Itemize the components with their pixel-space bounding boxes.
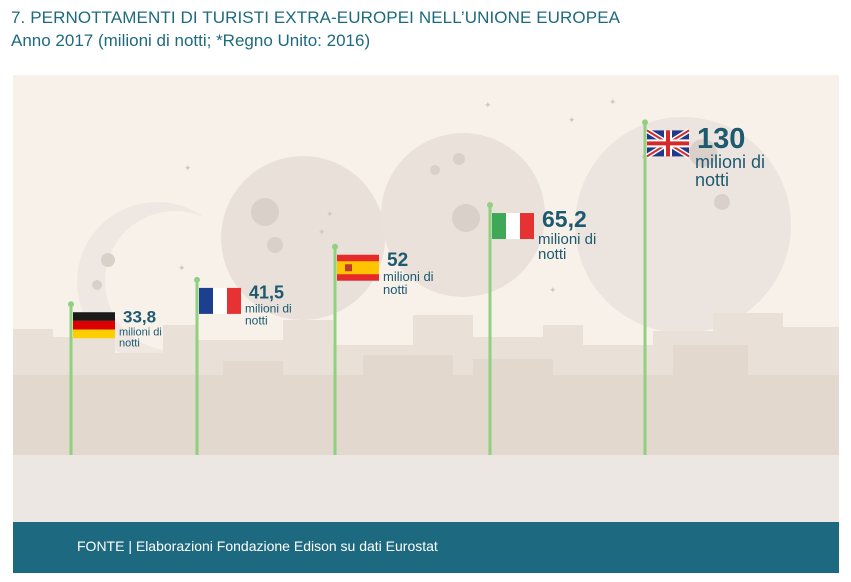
pole-top: [68, 301, 74, 308]
chart-title: 7. PERNOTTAMENTI DI TURISTI EXTRA-EUROPE…: [11, 8, 621, 27]
unit-label: notti: [383, 282, 408, 297]
value-label: 52: [387, 250, 408, 271]
crater: [267, 237, 283, 253]
star-icon: ✦: [184, 164, 192, 174]
unit-label: milioni di: [538, 231, 596, 248]
crater: [689, 139, 717, 167]
bar-francia: [195, 279, 199, 455]
moon: [105, 211, 245, 351]
crater: [251, 198, 279, 226]
star-icon: ✦: [568, 116, 576, 126]
star-icon: ✦: [326, 210, 334, 220]
source-text: FONTE | Elaborazioni Fondazione Edison s…: [77, 538, 438, 554]
chart-subtitle: Anno 2017 (milioni di notti; *Regno Unit…: [11, 31, 371, 50]
bar-spagna: [333, 246, 337, 455]
ground: [13, 455, 839, 522]
star-icon: ✦: [609, 98, 617, 108]
crater: [453, 153, 465, 165]
source-footer: FONTE | Elaborazioni Fondazione Edison s…: [13, 522, 839, 573]
crater: [452, 204, 480, 232]
unit-label: notti: [695, 170, 729, 190]
pole-top: [487, 202, 493, 209]
star-icon: ✦: [178, 264, 186, 274]
crater: [430, 165, 440, 175]
spain-flag-icon: [337, 254, 379, 281]
italy-flag-icon: [492, 213, 534, 240]
unit-label: milioni di: [695, 152, 765, 172]
crater: [92, 280, 102, 290]
moon: [221, 156, 385, 320]
unit-label: milioni di: [119, 326, 162, 338]
germany-flag-icon: [73, 312, 115, 339]
bar-italia: [488, 205, 492, 455]
moon: [575, 117, 791, 333]
unit-label: notti: [538, 246, 566, 263]
unit-label: notti: [245, 314, 268, 328]
uk-flag-icon: [645, 128, 691, 159]
value-label: 41,5: [249, 283, 284, 303]
pole-top: [194, 276, 200, 283]
unit-label: notti: [119, 337, 140, 349]
star-icon: ✦: [318, 228, 326, 238]
value-label: 65,2: [542, 206, 587, 232]
crater: [101, 253, 115, 267]
crater: [714, 194, 730, 210]
pole-top: [642, 119, 648, 126]
bar-germania: [69, 304, 73, 455]
unit-label: milioni di: [245, 302, 292, 316]
pole-top: [332, 243, 338, 250]
unit-label: milioni di: [383, 269, 434, 284]
bar-regno-unito: [643, 122, 647, 456]
star-icon: ✦: [549, 286, 557, 296]
france-flag-icon: [199, 287, 241, 314]
value-label: 33,8: [123, 307, 156, 326]
star-icon: ✦: [484, 101, 492, 111]
value-label: 130: [697, 123, 745, 155]
